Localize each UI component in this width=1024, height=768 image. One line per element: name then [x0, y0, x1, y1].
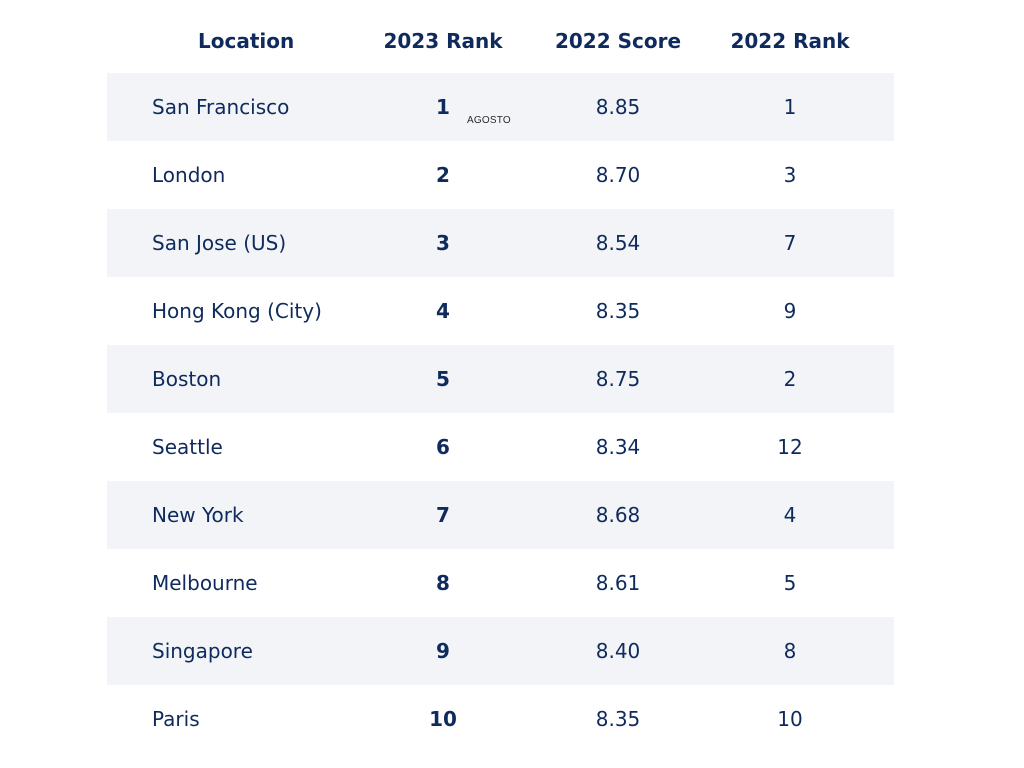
header-location: Location — [198, 28, 295, 53]
cell-2022-score: 8.35 — [595, 299, 641, 323]
cell-location: Hong Kong (City) — [152, 299, 322, 323]
cell-2023-rank: 3 — [436, 231, 450, 255]
cell-2022-score: 8.54 — [595, 231, 641, 255]
cell-location: Melbourne — [152, 571, 258, 595]
cell-2022-rank: 5 — [783, 571, 797, 595]
table-row: Melbourne 8 8.61 5 — [107, 549, 894, 617]
table-row: Singapore 9 8.40 8 — [107, 617, 894, 685]
table-row: Boston 5 8.75 2 — [107, 345, 894, 413]
cell-location: San Francisco — [152, 95, 290, 119]
cell-location: Boston — [152, 367, 222, 391]
cell-2022-rank: 10 — [777, 707, 803, 731]
table-row: Hong Kong (City) 4 8.35 9 — [107, 277, 894, 345]
cell-2022-score: 8.70 — [595, 163, 641, 187]
cell-2022-rank: 2 — [783, 367, 797, 391]
cell-2022-score: 8.68 — [595, 503, 641, 527]
table-row: Paris 10 8.35 10 — [107, 685, 894, 753]
cell-2023-rank: 6 — [436, 435, 450, 459]
table-row: London 2 8.70 3 — [107, 141, 894, 209]
cell-2022-score: 8.40 — [595, 639, 641, 663]
table-row: San Francisco 1 8.85 1 — [107, 73, 894, 141]
cell-2023-rank: 9 — [436, 639, 450, 663]
cell-location: Paris — [152, 707, 200, 731]
cell-2022-rank: 12 — [777, 435, 803, 459]
cell-2022-score: 8.61 — [595, 571, 641, 595]
rankings-table: Location 2023 Rank 2022 Score 2022 Rank … — [107, 8, 894, 753]
table-row: Seattle 6 8.34 12 — [107, 413, 894, 481]
cell-2022-score: 8.85 — [595, 95, 641, 119]
header-2022-score: 2022 Score — [554, 28, 682, 53]
cell-2022-rank: 1 — [783, 95, 797, 119]
table-header-row: Location 2023 Rank 2022 Score 2022 Rank — [107, 8, 894, 73]
cell-2023-rank: 4 — [436, 299, 450, 323]
header-2023-rank: 2023 Rank — [383, 28, 503, 53]
cell-location: Seattle — [152, 435, 223, 459]
cell-2023-rank: 5 — [436, 367, 450, 391]
cell-2022-rank: 7 — [783, 231, 797, 255]
header-2022-rank: 2022 Rank — [730, 28, 850, 53]
cell-2022-score: 8.75 — [595, 367, 641, 391]
cell-2023-rank: 10 — [429, 707, 457, 731]
cell-2023-rank: 2 — [436, 163, 450, 187]
cell-2023-rank: 1 — [436, 95, 450, 119]
cell-2022-rank: 8 — [783, 639, 797, 663]
table-row: New York 7 8.68 4 — [107, 481, 894, 549]
cell-2022-rank: 4 — [783, 503, 797, 527]
cell-location: Singapore — [152, 639, 253, 663]
cell-2022-rank: 3 — [783, 163, 797, 187]
cell-location: San Jose (US) — [152, 231, 287, 255]
watermark-text: AGOSTO — [467, 115, 511, 126]
table-body: San Francisco 1 8.85 1 London 2 8.70 3 San Jose … — [107, 73, 894, 753]
cell-location: New York — [152, 503, 244, 527]
cell-2023-rank: 7 — [436, 503, 450, 527]
cell-2023-rank: 8 — [436, 571, 450, 595]
table-row: San Jose (US) 3 8.54 7 — [107, 209, 894, 277]
cell-2022-rank: 9 — [783, 299, 797, 323]
cell-2022-score: 8.35 — [595, 707, 641, 731]
cell-2022-score: 8.34 — [595, 435, 641, 459]
cell-location: London — [152, 163, 226, 187]
